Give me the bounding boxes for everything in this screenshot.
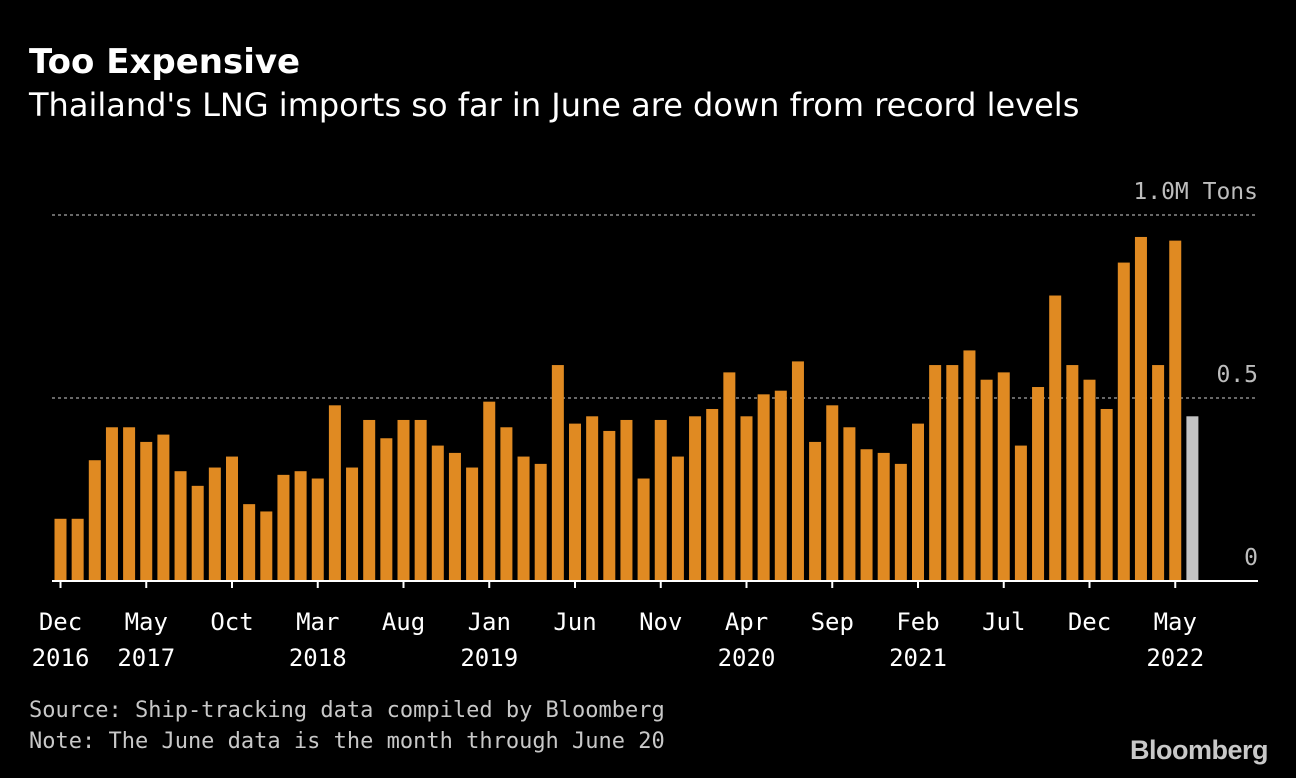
bar — [140, 441, 153, 581]
bar — [483, 401, 496, 581]
x-tick-month: Dec — [1068, 608, 1111, 636]
bar — [860, 449, 873, 581]
bar — [551, 365, 564, 581]
bloomberg-logo: Bloomberg — [1129, 735, 1269, 765]
bar — [569, 423, 581, 581]
bar — [123, 427, 136, 581]
bar — [208, 467, 221, 581]
bar — [1169, 240, 1182, 581]
bar — [277, 474, 290, 581]
bar — [603, 430, 616, 581]
bar — [671, 456, 684, 581]
bar — [466, 467, 479, 581]
chart-subtitle: Thailand's LNG imports so far in June ar… — [29, 86, 1080, 124]
y-tick-label: 0.5 — [1216, 362, 1258, 388]
bar — [809, 441, 822, 581]
bar — [294, 471, 307, 581]
x-tick-year: 2017 — [117, 644, 175, 672]
bar — [157, 434, 170, 581]
bar — [260, 511, 273, 581]
x-tick-month: May — [1154, 608, 1197, 636]
bar — [243, 504, 256, 581]
y-tick-label: 0 — [1244, 545, 1258, 571]
x-tick-month: Sep — [811, 608, 854, 636]
bar-partial-month — [1186, 416, 1199, 581]
bar — [1100, 408, 1113, 581]
bar — [980, 379, 993, 581]
bar — [226, 456, 238, 581]
y-tick-label: 1.0M Tons — [1133, 179, 1258, 205]
bar — [774, 390, 787, 581]
x-tick-year: 2016 — [32, 644, 90, 672]
bar — [877, 452, 890, 581]
bar — [54, 518, 67, 581]
bar — [1049, 295, 1062, 581]
bar — [448, 452, 461, 581]
bar — [328, 405, 341, 581]
footnote: Note: The June data is the month through… — [29, 729, 665, 754]
x-tick-month: Jul — [982, 608, 1025, 636]
bar — [191, 485, 204, 581]
bar-chart: 1.0M Tons 0.5 0 Dec 2016 May 2017 Oct Mar 2018 Aug… — [32, 179, 1258, 672]
bar — [620, 419, 633, 581]
x-tick-month: Nov — [639, 608, 682, 636]
bar — [826, 405, 839, 581]
bar — [1134, 236, 1147, 581]
bar — [757, 394, 770, 581]
x-tick-month: May — [125, 608, 168, 636]
bar — [363, 419, 376, 581]
bar — [637, 478, 650, 581]
x-tick-month: Feb — [896, 608, 939, 636]
bar — [912, 423, 924, 581]
x-tick-year: 2022 — [1146, 644, 1204, 672]
x-tick-month: Aug — [382, 608, 425, 636]
bar — [414, 419, 427, 581]
x-tick-month: Jun — [553, 608, 596, 636]
bar — [963, 350, 976, 581]
bar — [1083, 379, 1096, 581]
bar — [843, 427, 856, 581]
bar — [946, 365, 959, 581]
bar — [500, 427, 513, 581]
bar — [929, 365, 942, 581]
bar — [997, 372, 1010, 581]
bar — [397, 419, 410, 581]
bar — [517, 456, 530, 581]
bar — [174, 471, 187, 581]
x-tick-year: 2018 — [289, 644, 347, 672]
bar — [346, 467, 359, 581]
bar — [431, 445, 444, 581]
bar — [88, 460, 101, 581]
source-note: Source: Ship-tracking data compiled by B… — [29, 698, 665, 723]
bar — [791, 361, 804, 581]
bar — [740, 416, 753, 581]
bar — [1152, 365, 1165, 581]
bar — [654, 419, 667, 581]
bar — [380, 438, 393, 581]
bar — [1014, 445, 1027, 581]
bar — [534, 463, 547, 581]
bar — [689, 416, 702, 581]
x-tick-month: Apr — [725, 608, 768, 636]
x-tick-month: Dec — [39, 608, 82, 636]
bar — [1066, 365, 1079, 581]
bar — [586, 416, 599, 581]
x-tick-month: Oct — [210, 608, 253, 636]
bar — [706, 408, 719, 581]
bar — [1032, 387, 1045, 581]
bar — [105, 427, 118, 581]
x-tick-month: Jan — [468, 608, 511, 636]
x-tick-year: 2021 — [889, 644, 947, 672]
bar — [723, 372, 736, 581]
bar — [311, 478, 324, 581]
x-tick-month: Mar — [296, 608, 339, 636]
chart-title: Too Expensive — [29, 42, 301, 82]
bar — [71, 518, 84, 581]
x-tick-year: 2020 — [718, 644, 776, 672]
bar — [894, 463, 907, 581]
bar — [1117, 262, 1130, 581]
x-tick-year: 2019 — [460, 644, 518, 672]
